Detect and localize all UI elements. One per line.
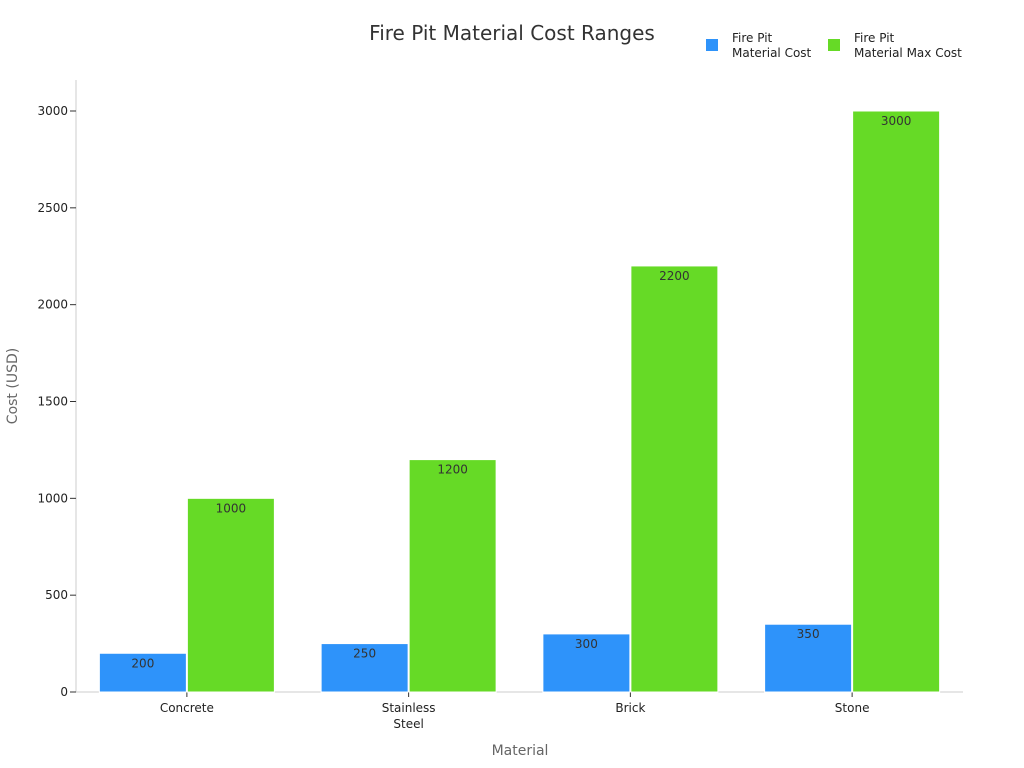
y-tick-label: 1500	[37, 395, 68, 409]
y-axis-title: Cost (USD)	[5, 348, 21, 424]
legend: Fire Pit Material Cost Fire Pit Material Ma…	[706, 31, 962, 60]
x-tick-label: Stainless Steel	[382, 701, 436, 731]
y-tick-label: 2000	[37, 298, 68, 312]
y-tick-label: 1000	[37, 491, 68, 505]
y-tick-label: 0	[60, 685, 68, 699]
bar-max-cost[interactable]	[630, 265, 719, 693]
bar-material-cost[interactable]	[764, 623, 853, 693]
bar-data-label: 1200	[437, 463, 468, 477]
legend-item[interactable]: Fire Pit Material Cost	[706, 31, 812, 60]
bar-data-label: 350	[797, 627, 820, 641]
y-axis: 0 500 1000 1500 2000 2500 3000	[37, 80, 77, 699]
bar-data-label: 300	[575, 637, 598, 651]
bar-data-label: 250	[353, 647, 376, 661]
y-tick-label: 500	[45, 588, 68, 602]
x-axis: Concrete Stainless Steel Brick Stone	[76, 691, 963, 731]
bar-material-cost[interactable]	[320, 643, 409, 693]
bar-max-cost[interactable]	[186, 497, 275, 693]
y-tick-label: 2500	[37, 201, 68, 215]
bars: 200 1000 250 1200 300 2200 350 3000	[98, 110, 941, 693]
legend-label: Fire Pit Material Cost	[732, 31, 812, 60]
bar-max-cost[interactable]	[852, 110, 941, 693]
bar-material-cost[interactable]	[542, 633, 631, 693]
bar-data-label: 200	[131, 656, 154, 670]
legend-swatch	[706, 39, 718, 51]
bar-material-cost[interactable]	[98, 652, 187, 693]
chart-title: Fire Pit Material Cost Ranges	[369, 21, 655, 45]
x-tick-label: Concrete	[160, 701, 214, 715]
legend-swatch	[828, 39, 840, 51]
bar-data-label: 2200	[659, 269, 690, 283]
legend-item[interactable]: Fire Pit Material Max Cost	[828, 31, 962, 60]
x-tick-label: Stone	[835, 701, 870, 715]
x-axis-title: Material	[492, 743, 549, 759]
legend-label: Fire Pit Material Max Cost	[854, 31, 962, 60]
x-tick-label: Brick	[615, 701, 645, 715]
y-tick-label: 3000	[37, 104, 68, 118]
bar-data-label: 3000	[881, 114, 912, 128]
bar-data-label: 1000	[216, 501, 247, 515]
bar-max-cost[interactable]	[408, 459, 497, 693]
